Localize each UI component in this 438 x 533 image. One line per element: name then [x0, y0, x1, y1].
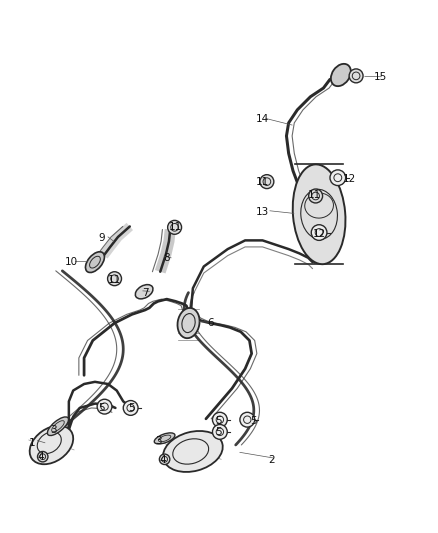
- Ellipse shape: [177, 308, 200, 338]
- Text: 5: 5: [251, 416, 257, 426]
- Text: 15: 15: [374, 72, 387, 82]
- Text: 11: 11: [169, 222, 182, 232]
- Text: 14: 14: [256, 114, 269, 124]
- Text: 5: 5: [215, 427, 223, 437]
- Circle shape: [349, 69, 363, 83]
- Ellipse shape: [85, 252, 104, 272]
- Circle shape: [123, 400, 138, 415]
- Circle shape: [260, 175, 274, 189]
- Text: 2: 2: [268, 455, 275, 465]
- Circle shape: [311, 225, 327, 240]
- Text: 12: 12: [312, 229, 326, 239]
- Text: 13: 13: [256, 207, 269, 217]
- Ellipse shape: [331, 64, 351, 86]
- Text: 5: 5: [215, 416, 223, 426]
- Text: 11: 11: [308, 190, 321, 200]
- Circle shape: [309, 189, 322, 203]
- Text: 9: 9: [98, 233, 105, 243]
- Ellipse shape: [293, 164, 346, 264]
- Circle shape: [168, 220, 182, 235]
- Ellipse shape: [30, 426, 73, 464]
- Circle shape: [159, 454, 170, 465]
- Text: 10: 10: [64, 257, 78, 267]
- Circle shape: [212, 413, 227, 427]
- Text: 5: 5: [129, 403, 135, 413]
- Ellipse shape: [163, 431, 223, 472]
- Circle shape: [212, 424, 227, 439]
- Circle shape: [97, 399, 112, 414]
- Ellipse shape: [47, 417, 68, 435]
- Text: 12: 12: [343, 174, 356, 184]
- Ellipse shape: [135, 285, 153, 299]
- Circle shape: [330, 170, 346, 185]
- Text: 4: 4: [37, 452, 44, 462]
- Circle shape: [108, 272, 121, 286]
- Text: 3: 3: [50, 425, 57, 435]
- Text: 4: 4: [159, 455, 166, 465]
- Circle shape: [240, 413, 254, 427]
- Text: 11: 11: [256, 176, 269, 187]
- Text: 3: 3: [155, 435, 161, 446]
- Text: 8: 8: [163, 253, 170, 263]
- Text: 6: 6: [207, 318, 214, 328]
- Ellipse shape: [154, 433, 175, 444]
- Text: 5: 5: [98, 403, 105, 413]
- Text: 7: 7: [142, 288, 148, 297]
- Text: 1: 1: [28, 438, 35, 448]
- Circle shape: [38, 451, 48, 462]
- Text: 11: 11: [108, 274, 121, 285]
